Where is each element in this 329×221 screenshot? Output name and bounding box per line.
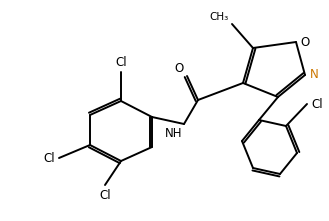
Text: O: O — [300, 36, 309, 48]
Text: Cl: Cl — [311, 97, 323, 110]
Text: O: O — [175, 62, 184, 75]
Text: Cl: Cl — [115, 56, 127, 69]
Text: N: N — [310, 69, 319, 82]
Text: Cl: Cl — [43, 152, 55, 164]
Text: Cl: Cl — [99, 189, 111, 202]
Text: NH: NH — [164, 127, 182, 140]
Text: CH₃: CH₃ — [210, 12, 229, 22]
